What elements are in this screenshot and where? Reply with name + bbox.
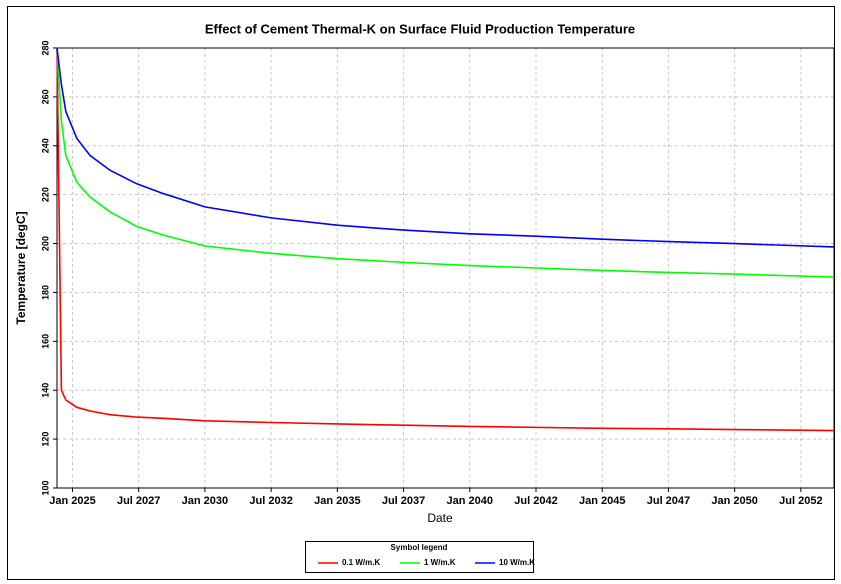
y-tick-label: 240 [40, 138, 50, 153]
x-tick-label: Jul 2047 [647, 495, 690, 507]
x-tick-label: Jan 2025 [49, 495, 95, 507]
x-tick-label: Jan 2050 [711, 495, 757, 507]
x-tick-label: Jan 2045 [579, 495, 625, 507]
plot-border [56, 47, 835, 489]
legend-label: 10 W/m.K [499, 558, 535, 567]
x-tick-label: Jan 2035 [314, 495, 360, 507]
y-tick-label: 120 [40, 432, 50, 447]
x-axis-label: Date [427, 511, 453, 525]
x-tick-label: Jul 2027 [117, 495, 160, 507]
y-tick-label: 140 [40, 383, 50, 398]
y-tick-label: 200 [40, 236, 50, 251]
x-tick-label: Jul 2032 [249, 495, 292, 507]
plot-area [57, 48, 834, 488]
x-tick-label: Jul 2037 [382, 495, 425, 507]
series-line [56, 47, 835, 278]
x-tick-label: Jul 2042 [514, 495, 557, 507]
x-tick-label: Jan 2030 [182, 495, 228, 507]
y-axis-label: Temperature [degC] [14, 211, 28, 324]
series-line [56, 47, 835, 432]
y-tick-label: 160 [40, 334, 50, 349]
y-tick-label: 280 [40, 40, 50, 55]
y-tick-label: 220 [40, 187, 50, 202]
x-tick-label: Jul 2052 [779, 495, 822, 507]
x-tick-label: Jan 2040 [447, 495, 493, 507]
legend-box [305, 541, 534, 573]
legend-label: 0.1 W/m.K [342, 558, 380, 567]
y-tick-label: 260 [40, 89, 50, 104]
chart-title: Effect of Cement Thermal-K on Surface Fl… [205, 21, 635, 36]
series-line [56, 47, 835, 248]
legend-title: Symbol legend [391, 543, 448, 552]
y-tick-label: 100 [40, 480, 50, 495]
legend-label: 1 W/m.K [424, 558, 456, 567]
y-tick-label: 180 [40, 285, 50, 300]
